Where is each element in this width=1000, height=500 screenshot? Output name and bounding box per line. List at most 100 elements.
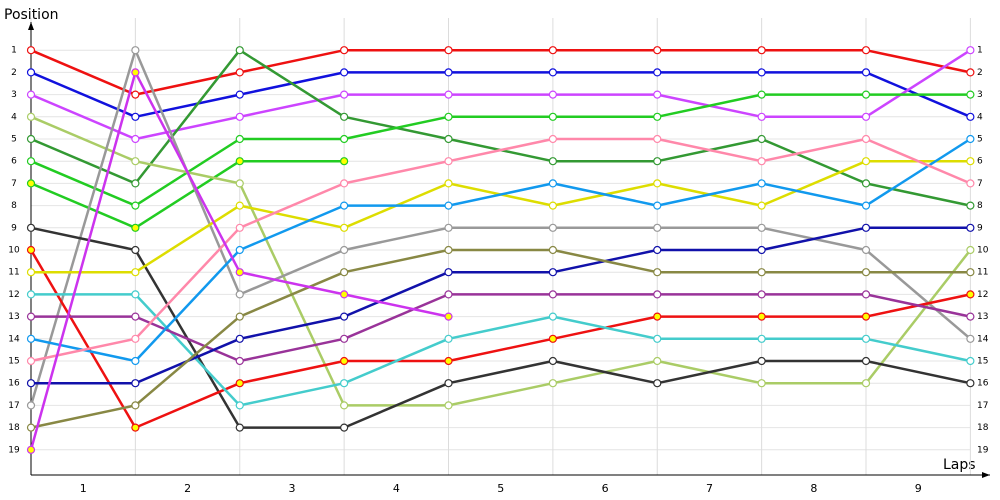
point-marker <box>653 223 662 232</box>
point-marker <box>26 179 36 188</box>
point-marker <box>26 112 36 121</box>
point-marker <box>653 379 662 388</box>
point-marker <box>757 312 766 321</box>
point-marker <box>444 68 453 77</box>
point-marker <box>757 245 766 255</box>
point-marker <box>861 223 871 232</box>
point-marker <box>653 157 662 166</box>
y-tick-label-right: 14 <box>977 334 989 344</box>
point-marker <box>757 46 766 55</box>
x-tick-label: 9 <box>915 482 922 495</box>
point-marker <box>444 157 453 166</box>
y-tick-label-right: 3 <box>977 90 983 100</box>
y-tick-label-right: 7 <box>977 179 983 189</box>
point-marker <box>444 46 453 55</box>
point-marker <box>235 68 244 77</box>
y-tick-label-right: 5 <box>977 135 983 145</box>
x-axis-title: Laps <box>943 457 976 473</box>
y-tick-label: 12 <box>8 290 19 300</box>
x-tick-label: 5 <box>497 482 504 495</box>
point-marker <box>966 268 975 277</box>
point-marker <box>235 112 244 121</box>
point-marker <box>861 334 871 343</box>
point-marker <box>131 356 140 366</box>
x-tick-label: 1 <box>80 482 87 495</box>
point-marker <box>757 68 766 77</box>
y-tick-label-right: 16 <box>977 379 989 389</box>
series-line <box>30 137 972 363</box>
series-line <box>30 49 972 141</box>
point-marker <box>235 379 244 388</box>
y-tick-label: 18 <box>8 423 20 433</box>
point-marker <box>340 201 349 210</box>
point-marker <box>548 112 557 121</box>
series-line <box>30 71 971 119</box>
point-marker <box>26 423 36 432</box>
point-marker <box>861 201 871 210</box>
point-marker <box>757 356 766 366</box>
point-marker <box>653 112 662 121</box>
y-tick-label: 9 <box>11 223 17 233</box>
point-marker <box>131 223 140 232</box>
point-marker <box>548 268 557 277</box>
point-marker <box>444 201 453 210</box>
point-marker <box>861 356 871 366</box>
point-marker <box>340 268 349 277</box>
point-marker <box>235 46 244 55</box>
y-tick-label-right: 13 <box>977 312 988 322</box>
point-marker <box>861 379 871 388</box>
point-marker <box>131 379 140 388</box>
y-tick-label: 2 <box>11 68 17 78</box>
y-tick-label: 6 <box>11 157 17 167</box>
point-marker <box>26 157 36 166</box>
point-marker <box>444 356 453 366</box>
point-marker <box>548 201 557 210</box>
y-tick-label: 11 <box>8 268 19 278</box>
y-tick-label: 3 <box>11 90 17 100</box>
point-marker <box>966 379 975 388</box>
point-marker <box>653 312 662 321</box>
point-marker <box>861 312 871 321</box>
point-marker <box>966 312 975 321</box>
point-marker <box>340 401 349 410</box>
point-marker <box>653 179 662 188</box>
point-marker <box>26 312 36 321</box>
point-marker <box>131 68 140 77</box>
point-marker <box>966 245 975 255</box>
point-marker <box>548 157 557 166</box>
point-marker <box>340 423 349 432</box>
point-marker <box>235 90 244 99</box>
point-marker <box>861 179 871 188</box>
point-marker <box>131 134 140 144</box>
point-marker <box>131 179 140 188</box>
series-line <box>31 293 971 407</box>
point-marker <box>757 134 766 144</box>
point-marker <box>548 68 557 77</box>
series-line <box>31 293 971 363</box>
point-marker <box>444 401 453 410</box>
point-marker <box>444 379 453 388</box>
point-marker <box>340 157 349 166</box>
x-tick-label: 7 <box>706 482 713 495</box>
y-axis-title: Position <box>4 7 59 23</box>
point-marker <box>235 134 244 144</box>
point-marker <box>340 179 349 188</box>
point-marker <box>131 312 140 321</box>
point-marker <box>966 223 975 232</box>
point-marker <box>861 157 871 166</box>
point-marker <box>26 223 36 232</box>
point-marker <box>757 157 766 166</box>
point-marker <box>653 290 662 299</box>
point-marker <box>548 245 557 255</box>
x-tick-label: 4 <box>393 482 400 495</box>
point-marker <box>235 157 244 166</box>
point-marker <box>757 290 766 299</box>
point-marker <box>653 245 662 255</box>
point-marker <box>26 46 36 55</box>
point-marker <box>340 312 349 321</box>
point-marker <box>340 46 349 55</box>
point-marker <box>235 334 244 343</box>
series-line <box>30 48 971 96</box>
point-marker <box>340 68 349 77</box>
point-marker <box>340 112 349 121</box>
